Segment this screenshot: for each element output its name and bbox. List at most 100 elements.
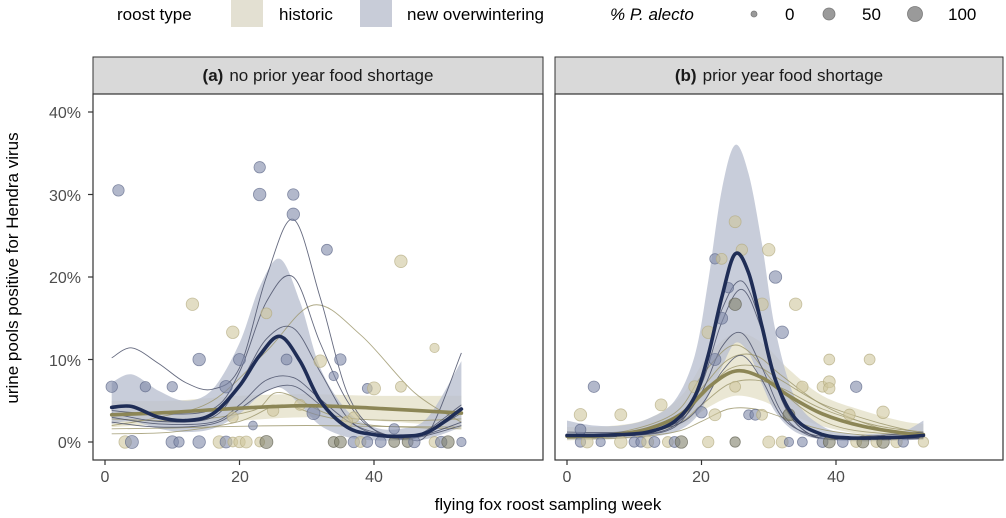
panel-a-data-point — [321, 243, 333, 256]
panel-a-new-mean-line — [109, 334, 464, 439]
legend-size-label-50: 50 — [862, 5, 881, 24]
panel-a-data-point — [287, 188, 300, 201]
panel-a-plot-area — [105, 161, 467, 449]
panel-a-data-point — [395, 380, 407, 393]
legend-size-title-species: P. alecto — [630, 5, 694, 24]
panel-a-strip-title: (a) no prior year food shortage — [203, 66, 434, 85]
panel-a-x-axis: 0 20 40 — [101, 469, 383, 486]
axis-ticks — [88, 111, 837, 465]
legend-key-new-overwintering — [360, 0, 392, 27]
panel-b-data-point — [768, 270, 783, 284]
panel-a-new-ci-ribbon — [111, 258, 462, 441]
panel-a-data-point — [429, 342, 440, 354]
panel-b-data-point — [729, 380, 741, 393]
panel-b-data-point — [674, 435, 688, 449]
panel-a-data-point — [388, 423, 400, 435]
legend-key-historic — [231, 0, 263, 27]
panel-a-data-point — [456, 436, 467, 448]
panel-b-data-point — [783, 436, 795, 448]
panel-a-data-point — [219, 380, 233, 394]
panel-a-data-point — [259, 435, 274, 449]
panel-b-data-point — [863, 353, 876, 366]
panel-b-data-point — [614, 435, 628, 449]
panel-b-data-point — [695, 406, 708, 419]
y-axis-title: urine pools positive for Hendra virus — [3, 132, 22, 403]
legend-size-label-100: 100 — [948, 5, 976, 24]
panel-b-historic-roost-curve-3 — [566, 407, 924, 440]
panel-a-historic-mean-line — [109, 403, 464, 417]
panel-b-data-point — [573, 408, 588, 422]
panel-a-data-point — [112, 184, 125, 197]
panel-a-data-point — [233, 353, 246, 366]
panel-a-data-point — [328, 370, 339, 382]
panel-b-data-point — [574, 423, 587, 436]
panel-b-data-point — [708, 353, 722, 366]
panel-b-data-point — [775, 325, 789, 339]
panel-b-data-point — [789, 297, 803, 311]
panel-b-data-point — [729, 436, 741, 448]
panel-a-data-point — [124, 435, 139, 449]
legend-size-label-0: 0 — [785, 5, 794, 24]
panel-b-data-point — [796, 380, 809, 393]
panel-b-data-point — [917, 436, 930, 448]
panel-b: (b) prior year food shortage 0 20 40 — [554, 56, 1004, 486]
panel-a-data-point — [192, 435, 206, 449]
panel-a-data-point — [306, 406, 321, 421]
panel-a-data-point — [253, 161, 266, 174]
y-tick-label-20: 20% — [49, 270, 81, 287]
panel-b-strip — [554, 56, 1004, 95]
panel-b-data-point — [843, 408, 856, 421]
panel-b-strip-label: prior year food shortage — [703, 66, 884, 85]
panel-b-strip-title: (b) prior year food shortage — [675, 66, 883, 85]
panel-b-strip-tag: (b) — [675, 66, 697, 85]
panel-a-x-tick-label-0: 0 — [101, 469, 110, 486]
y-tick-label-10: 10% — [49, 353, 81, 370]
panel-b-data-point — [762, 435, 776, 449]
panel-b-new-ci-ribbon — [567, 144, 924, 442]
panel-a-data-point — [226, 411, 239, 424]
panel-a-strip — [92, 56, 544, 95]
panel-a-x-tick-label-40: 40 — [365, 469, 383, 486]
legend-fill-title: roost type — [117, 5, 192, 24]
panel-a-data-point — [105, 380, 118, 393]
panel-b-x-tick-label-0: 0 — [563, 469, 572, 486]
panel-b-x-tick-label-20: 20 — [692, 469, 710, 486]
panel-b-data-point — [876, 405, 890, 419]
legend-size-title-prefix: % — [610, 5, 630, 24]
panel-b-data-point — [728, 297, 742, 311]
panel-b-data-point — [614, 408, 628, 422]
panel-b-data-point — [587, 380, 601, 393]
panel-a-data-point — [185, 297, 200, 311]
legend-size-title: % P. alecto — [610, 5, 694, 24]
panel-a-data-point — [139, 381, 151, 393]
panel-b-data-point — [654, 398, 668, 412]
legend-label-historic: historic — [279, 5, 333, 24]
panel-a-data-point — [374, 436, 387, 448]
panel-b-data-point — [702, 435, 715, 449]
panel-a-strip-label: no prior year food shortage — [229, 66, 433, 85]
panel-a-data-point — [226, 325, 240, 339]
panel-b-new-mean-line — [565, 251, 926, 440]
panel-a-data-point — [280, 353, 293, 366]
panel-a-new-roost-curve-4 — [111, 274, 462, 439]
panel-a-data-point — [408, 435, 421, 449]
panel-b-plot-area — [565, 144, 930, 449]
panel-a-data-point — [286, 207, 300, 221]
panel-b-data-point — [823, 382, 836, 395]
panel-a-data-point — [361, 436, 374, 448]
x-axis-title: flying fox roost sampling week — [435, 495, 662, 514]
y-axis: 0% 10% 20% 30% 40% — [49, 105, 81, 452]
panel-a: (a) no prior year food shortage 0 20 40 — [92, 56, 544, 486]
panel-a-data-point — [394, 254, 408, 268]
panel-a-data-point — [192, 352, 206, 367]
y-tick-label-30: 30% — [49, 188, 81, 205]
legend-size-key-100 — [907, 6, 923, 22]
legend: roost type historic new overwintering % … — [117, 0, 976, 27]
panel-b-data-point — [756, 408, 768, 421]
panel-a-data-point — [248, 420, 258, 431]
panel-b-data-point — [728, 215, 742, 229]
panel-b-data-point — [595, 436, 606, 448]
panel-b-data-point — [715, 252, 728, 265]
panel-a-data-point — [334, 353, 347, 366]
panel-b-data-point — [850, 380, 863, 393]
